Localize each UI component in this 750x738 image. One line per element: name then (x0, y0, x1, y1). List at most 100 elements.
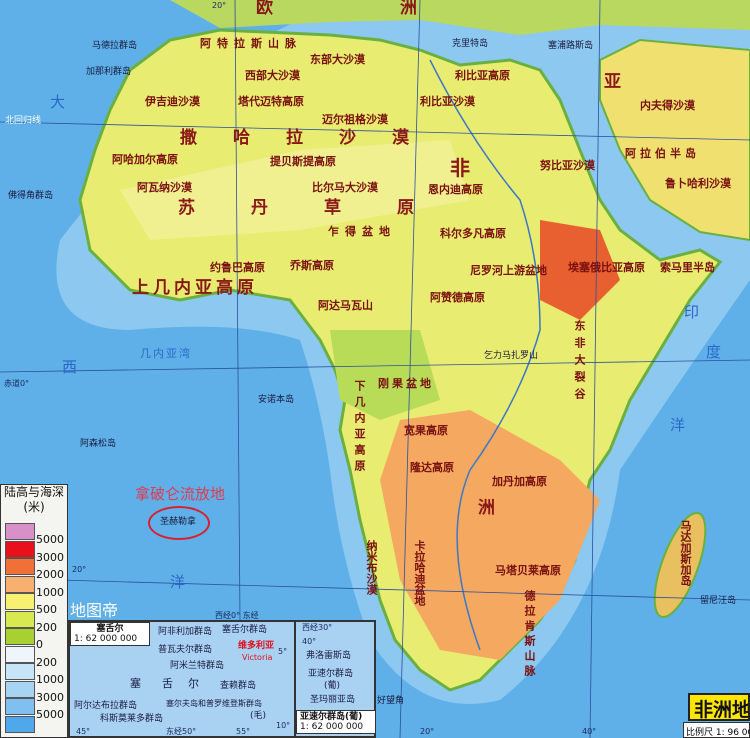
continent-label: 欧 (256, 0, 279, 18)
map-label: 阿赞德高原 (430, 291, 485, 304)
legend-swatch (5, 575, 35, 593)
map-label: 鲁卜哈利沙漠 (665, 177, 731, 190)
map-label: 乔斯高原 (290, 259, 334, 272)
watermark: 地图帝 (70, 601, 119, 620)
sea-label: 洋 (670, 416, 696, 434)
map-label: 塔代迈特高原 (238, 95, 304, 108)
inset-label: 塞 (130, 677, 141, 690)
map-label: 佛得角群岛 (8, 191, 54, 201)
map-label: 乞力马扎罗山 (484, 351, 539, 361)
congo-basin (330, 330, 440, 420)
map-label: 宽果高原 (404, 424, 448, 437)
sea-label: 西 (62, 358, 88, 376)
legend-swatch (5, 628, 35, 645)
map-label: 马德拉群岛 (92, 41, 138, 51)
inset-label: 科斯莫莱多群岛 (100, 714, 164, 724)
inset-coord: 5° (278, 647, 288, 656)
seychelles-scale: 1: 62 000 000 (74, 634, 138, 644)
coord-label: 20° (212, 1, 227, 10)
continent-label: 洲 (400, 0, 423, 18)
legend-title: 陆高与海深 (3, 485, 64, 499)
legend-label: 200 (36, 655, 57, 669)
legend-swatch (5, 645, 35, 663)
map-label: 努比亚沙漠 (540, 159, 595, 172)
map-scale: 比例尺 1: 96 00 (683, 722, 750, 738)
inset-label: 弗洛雷斯岛 (306, 651, 352, 661)
inset-label: 舌 (162, 677, 173, 690)
map-label: 阿哈加尔高原 (112, 153, 178, 166)
map-label: 约鲁巴高原 (210, 261, 265, 274)
inset-coord: 10° (276, 721, 291, 730)
legend-swatch (5, 680, 35, 698)
map-label: 好望角 (377, 696, 405, 706)
map-label: 安诺本岛 (258, 395, 295, 405)
map-label: 利比亚沙漠 (420, 95, 475, 108)
legend-swatch (5, 698, 35, 715)
inset-maps: 塞舌尔 1: 62 000 000 阿非利加群岛 普瓦夫尔群岛 阿米兰特群岛 塞… (68, 620, 376, 738)
map-label: 隆达高原 (410, 461, 454, 474)
sahara-lowland (120, 140, 470, 240)
legend-swatch (5, 663, 35, 680)
southern-plateau (380, 410, 600, 660)
map-label: 下几内亚高原 (353, 380, 366, 476)
coord-label: 赤道0° (4, 379, 30, 388)
map-label: 阿达马瓦山 (318, 299, 373, 312)
seychelles-title: 塞舌尔 (96, 624, 124, 634)
sea-label: 印 (684, 303, 710, 321)
nile-river (429, 59, 541, 651)
map-label: 北回归线 (5, 116, 42, 126)
map-label: 东部大沙漠 (310, 53, 365, 66)
legend-swatch (5, 610, 35, 628)
inset-label: 阿尔达布拉群岛 (74, 701, 138, 711)
legend-label: 3000 (36, 550, 64, 564)
legend-swatch (5, 523, 35, 540)
annotation-circle (148, 506, 210, 540)
inset-coord: 45° (76, 727, 91, 736)
azores-title: 亚速尔群岛(葡) (300, 712, 363, 722)
azores-scale: 1: 62 000 000 (300, 722, 364, 732)
legend-label: 2000 (36, 568, 64, 581)
map-label: 阿森松岛 (80, 439, 117, 449)
map-label: 阿特拉斯山脉 (200, 37, 302, 50)
map-label: 马达加斯加岛 (679, 520, 692, 586)
map-label: 利比亚高原 (455, 69, 510, 82)
map-label: 撒哈拉沙漠 (180, 128, 445, 148)
map-label: 纳米布沙漠 (365, 540, 378, 595)
legend-label: 1000 (36, 585, 64, 599)
map-label: 德拉肯斯山脉 (523, 590, 536, 680)
capital-label: 维多利亚 (238, 641, 275, 651)
legend-label: 1000 (36, 673, 64, 686)
legend-label: 0 (36, 638, 43, 651)
annotation-note: 拿破仑流放地 (135, 485, 226, 503)
map-label: 东非大裂谷 (573, 320, 586, 405)
sea-label: 大 (50, 93, 76, 111)
map-label: 加丹加高原 (492, 475, 547, 488)
map-label: 西部大沙漠 (245, 69, 300, 82)
madagascar (653, 511, 707, 619)
map-label: 索马里半岛 (660, 261, 715, 274)
map-label: 尼罗河上游盆地 (470, 264, 547, 277)
coord-label: 20° (72, 565, 87, 574)
map-label: 乍得盆地 (328, 225, 396, 238)
elevation-legend: 陆高与海深 (米) 5000 3000 2000 1000 500 200 0 200 1000… (0, 484, 68, 738)
sea-label: 洋 (170, 573, 196, 591)
continent-label: 洲 (478, 498, 501, 518)
arabian-peninsula (599, 38, 750, 242)
legend-unit: (米) (23, 500, 45, 514)
map-label: 刚果盆地 (378, 377, 434, 390)
legend-swatch (5, 540, 35, 558)
inset-label: (葡) (324, 681, 341, 691)
legend-label: 500 (36, 603, 57, 616)
azores-title-box: 亚速尔群岛(葡) 1: 62 000 000 (296, 710, 376, 734)
map-label: 马塔贝莱高原 (495, 564, 561, 577)
inset-label: 塞舌尔群岛 (222, 625, 268, 635)
inset-coord: 55° (236, 727, 251, 736)
continent-label: 亚 (604, 72, 627, 92)
inset-label: 普瓦夫尔群岛 (158, 645, 213, 655)
map-label: 克里特岛 (452, 39, 489, 49)
map-label: 科尔多凡高原 (440, 227, 506, 240)
legend-label: 3000 (36, 690, 64, 704)
inset-label: 塞尔夫岛和普罗维登斯群岛 (166, 699, 262, 708)
legend-label: 5000 (36, 533, 64, 546)
